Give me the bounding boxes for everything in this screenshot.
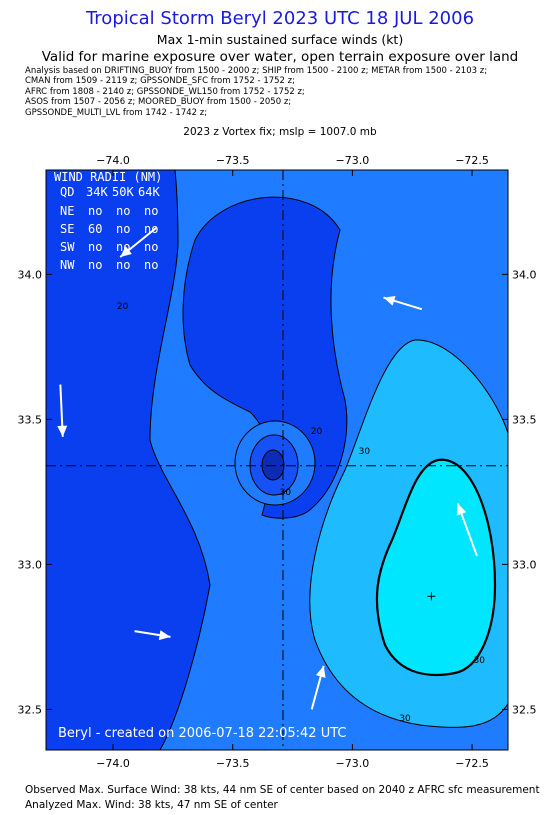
x-tick-label-top: −73.0 bbox=[336, 154, 370, 167]
wind-radii-cell: no bbox=[116, 240, 130, 254]
wind-radii-cell: SW bbox=[60, 240, 75, 254]
wind-radii-cell: no bbox=[116, 204, 130, 218]
wind-radii-cell: no bbox=[144, 204, 158, 218]
contour-labels: 20 20 30 30 30 30 bbox=[117, 302, 485, 724]
x-tick-label-top: −74.0 bbox=[96, 154, 130, 167]
y-tick-label-left: 33.0 bbox=[18, 558, 43, 571]
wind-radii-table: WIND RADII (NM) QD 34K 50K 64K NE no no … bbox=[54, 170, 162, 272]
plot-frame bbox=[45, 169, 509, 751]
x-tick-label-bottom: −72.5 bbox=[455, 757, 489, 770]
wind-arrow-head bbox=[158, 630, 171, 641]
wind-arrow bbox=[456, 503, 478, 557]
y-tick-label-left: 34.0 bbox=[18, 268, 43, 281]
wind-radii-cell: 60 bbox=[88, 222, 102, 236]
wind-radii-title: WIND RADII (NM) bbox=[54, 170, 162, 184]
contour-label: 20 bbox=[311, 427, 323, 437]
contour-label: 30 bbox=[280, 488, 292, 498]
wind-radii-header: 34K bbox=[86, 185, 108, 199]
wind-radii-header: 50K bbox=[112, 185, 134, 199]
wind-radii-cell: no bbox=[116, 222, 130, 236]
wind-arrow-head bbox=[383, 296, 396, 306]
analysis-line: Analysis based on DRIFTING_BUOY from 150… bbox=[25, 66, 488, 76]
wind-radii-cell: no bbox=[88, 258, 102, 272]
y-tick-label-left: 32.5 bbox=[18, 703, 43, 716]
wind-arrow bbox=[383, 296, 423, 311]
y-tick-label-left: 33.5 bbox=[18, 413, 43, 426]
vortex-fix: 2023 z Vortex fix; mslp = 1007.0 mb bbox=[183, 126, 377, 138]
contour-label: 20 bbox=[117, 302, 129, 312]
chart-title: Tropical Storm Beryl 2023 UTC 18 JUL 200… bbox=[85, 8, 475, 29]
storm-center-crosshair bbox=[46, 170, 508, 750]
wind-arrow-head bbox=[315, 665, 326, 678]
wind-arrow bbox=[119, 227, 157, 258]
analysis-line: GPSSONDE_MULTI_LVL from 1742 - 1742 z; bbox=[25, 107, 208, 118]
analysis-line: CMAN from 1509 - 2119 z; GPSSONDE_SFC fr… bbox=[25, 76, 295, 87]
contour-label: 30 bbox=[474, 656, 486, 666]
wind-radii-cell: SE bbox=[60, 222, 74, 236]
wind-region-above-35 bbox=[375, 458, 497, 676]
analyzed-max-wind: Analyzed Max. Wind: 38 kts, 47 nm SE of … bbox=[25, 799, 278, 811]
y-tick-label-right: 33.0 bbox=[512, 558, 537, 571]
wind-radii-cell: NW bbox=[60, 258, 75, 272]
chart-subtitle: Max 1-min sustained surface winds (kt) bbox=[156, 32, 404, 47]
wind-arrow-head bbox=[120, 246, 132, 257]
exposure-note: Valid for marine exposure over water, op… bbox=[41, 49, 519, 65]
x-tick-label-bottom: −73.5 bbox=[216, 757, 250, 770]
wind-radii-cell: no bbox=[144, 258, 158, 272]
wind-radii-cell: no bbox=[144, 222, 158, 236]
wind-arrows bbox=[57, 227, 478, 710]
analysis-sources: Analysis based on DRIFTING_BUOY from 150… bbox=[25, 66, 545, 118]
observed-max-wind: Observed Max. Surface Wind: 38 kts, 44 n… bbox=[25, 784, 540, 796]
x-tick-label-top: −72.5 bbox=[455, 154, 489, 167]
y-tick-label-right: 33.5 bbox=[512, 413, 537, 426]
wind-radii-cell: NE bbox=[60, 204, 74, 218]
analysis-line: AFRC from 1808 - 2140 z; GPSSONDE_WL150 … bbox=[25, 86, 305, 97]
wind-radii-cell: no bbox=[116, 258, 130, 272]
y-tick-label-right: 32.5 bbox=[512, 703, 537, 716]
y-tick-label-right: 34.0 bbox=[512, 268, 537, 281]
analysis-line: ASOS from 1507 - 2056 z; MOORED_BUOY fro… bbox=[25, 97, 292, 108]
wind-arrow bbox=[310, 665, 326, 710]
contour-label: 30 bbox=[399, 714, 411, 724]
max-wind-marker bbox=[427, 592, 436, 601]
wind-arrow-head bbox=[456, 503, 467, 516]
wind-radii-cell: no bbox=[144, 240, 158, 254]
wind-radii-header: 64K bbox=[138, 185, 160, 199]
x-tick-label-top: −73.5 bbox=[216, 154, 250, 167]
x-tick-label-bottom: −74.0 bbox=[96, 757, 130, 770]
wind-arrow bbox=[134, 630, 171, 641]
wind-arrow bbox=[57, 384, 68, 437]
vortex-core bbox=[261, 449, 285, 481]
wind-arrow-head bbox=[57, 425, 68, 437]
wind-radii-header: QD bbox=[60, 185, 74, 199]
created-credit: Beryl - created on 2006-07-18 22:05:42 U… bbox=[58, 726, 346, 741]
axis-ticks: −74.0 −74.0 −73.5 −73.5 −73.0 −73.0 −72.5 −72.5… bbox=[18, 154, 537, 770]
contour-label: 30 bbox=[359, 447, 371, 457]
x-tick-label-bottom: −73.0 bbox=[336, 757, 370, 770]
contour-fill-layers bbox=[46, 170, 508, 750]
wind-radii-cell: no bbox=[88, 204, 102, 218]
wind-radii-cell: no bbox=[88, 240, 102, 254]
